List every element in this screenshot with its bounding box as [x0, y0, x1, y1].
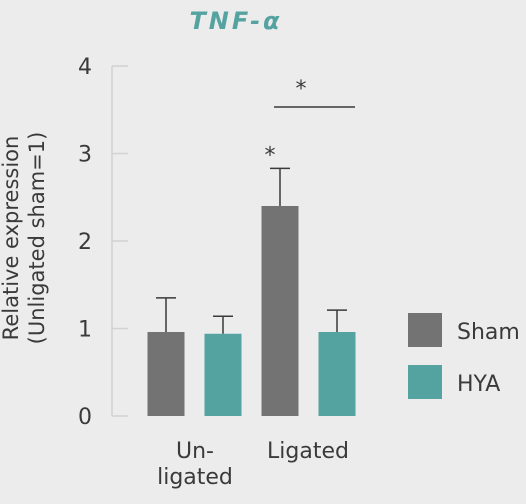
- bar-hya: [204, 333, 242, 416]
- error-bars-group: [156, 167, 347, 334]
- legend-swatch-hya: [408, 365, 442, 399]
- significance-annotations: * *: [265, 77, 355, 168]
- y-axis-label-line2: (Unligated sham=1): [25, 132, 49, 345]
- legend-label-sham: Sham: [457, 320, 520, 345]
- bar-sham: [261, 206, 299, 416]
- y-tick-label: 0: [78, 405, 92, 430]
- bar-sham: [147, 332, 185, 416]
- bar-hya: [318, 332, 356, 416]
- legend-label-hya: HYA: [457, 372, 500, 397]
- x-axis-labels: Un-ligated Ligated: [157, 439, 349, 490]
- significance-star-ligated-sham: *: [265, 143, 276, 168]
- y-axis-label-line1: Relative expression: [0, 136, 23, 341]
- legend: Sham HYA: [408, 313, 520, 399]
- y-tick-label: 3: [78, 143, 92, 168]
- legend-swatch-sham: [408, 313, 442, 347]
- bars-group: [147, 206, 356, 416]
- y-tick-label: 2: [78, 230, 92, 255]
- x-tick-label-line2: ligated: [157, 465, 233, 490]
- y-axis-label: Relative expression (Unligated sham=1): [0, 132, 49, 345]
- x-tick-label: Un-: [176, 439, 214, 464]
- x-tick-label: Ligated: [267, 439, 349, 464]
- significance-star-bracket: *: [296, 77, 307, 102]
- y-tick-label: 4: [78, 55, 92, 80]
- chart-title: TNF-α: [189, 7, 282, 35]
- y-axis-ticks: 0 1 2 3 4: [78, 55, 128, 430]
- y-tick-label: 1: [78, 318, 92, 343]
